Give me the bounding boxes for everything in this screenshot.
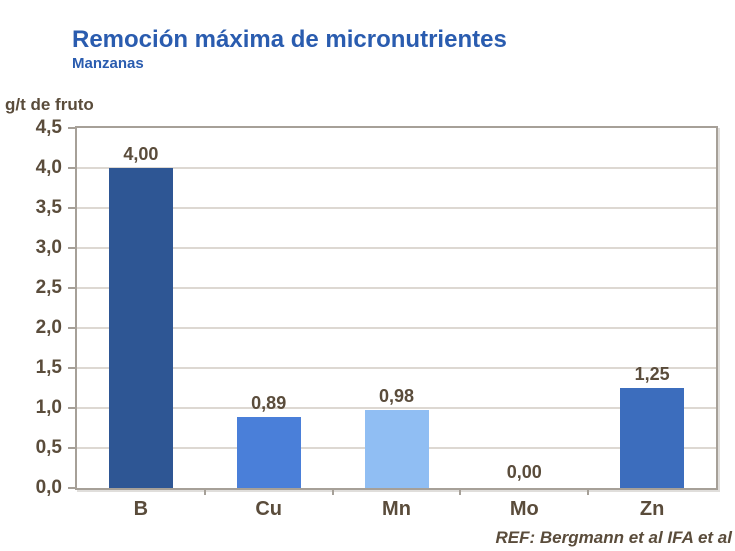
bar-value-label: 0,89	[251, 392, 287, 413]
x-tick-mark	[587, 490, 590, 495]
y-tick-mark	[68, 167, 76, 169]
y-axis-unit-label: g/t de fruto	[5, 95, 94, 114]
x-tick-mark	[331, 490, 334, 495]
bar-Cu	[236, 416, 301, 488]
bar-Mn	[364, 409, 429, 488]
y-tick-mark	[68, 327, 76, 329]
gridline	[77, 327, 716, 329]
bar-B	[108, 168, 173, 488]
y-tick-label: 0,0	[35, 477, 62, 498]
bar-value-label: 4,00	[123, 144, 159, 164]
x-category-label-B: B	[133, 498, 149, 520]
chart-title: Remoción máxima de micronutrientes	[72, 26, 507, 53]
y-tick-mark	[68, 367, 76, 369]
gridline	[77, 167, 716, 169]
x-category-label-Mo: Mo	[509, 498, 539, 520]
y-tick-mark	[68, 487, 76, 489]
y-tick-label: 1,0	[35, 397, 62, 418]
gridline	[77, 247, 716, 249]
y-tick-mark	[68, 287, 76, 289]
y-tick-label: 4,0	[35, 157, 62, 178]
bar-value-label: 1,25	[634, 364, 670, 384]
y-tick-mark	[68, 447, 76, 449]
gridline	[77, 287, 716, 289]
bar-Zn	[620, 388, 685, 488]
y-tick-mark	[68, 247, 76, 249]
chart-subtitle: Manzanas	[72, 55, 144, 72]
x-tick-mark	[459, 490, 462, 495]
gridline	[77, 207, 716, 209]
y-tick-mark	[68, 207, 76, 209]
y-tick-label: 4,5	[35, 117, 62, 138]
y-tick-label: 2,5	[35, 277, 62, 298]
bar-value-label: 0,00	[506, 462, 542, 482]
y-tick-label: 2,0	[35, 317, 62, 338]
y-tick-label: 3,5	[35, 197, 62, 218]
x-category-label-Cu: Cu	[255, 498, 283, 520]
y-tick-label: 0,5	[35, 437, 62, 458]
gridline	[77, 367, 716, 369]
reference-text: REF: Bergmann et al IFA et al	[495, 528, 732, 547]
x-category-label-Mn: Mn	[382, 498, 411, 520]
y-tick-mark	[68, 127, 76, 129]
x-category-label-Zn: Zn	[639, 498, 665, 520]
y-tick-label: 3,0	[35, 237, 62, 258]
bar-value-label: 0,98	[378, 385, 415, 406]
y-tick-label: 1,5	[35, 357, 62, 378]
gridline	[77, 407, 716, 409]
x-tick-mark	[203, 490, 206, 495]
y-tick-mark	[68, 407, 76, 409]
plot-area: 4,00 0,89 0,98 0,00 1,25	[75, 126, 718, 490]
